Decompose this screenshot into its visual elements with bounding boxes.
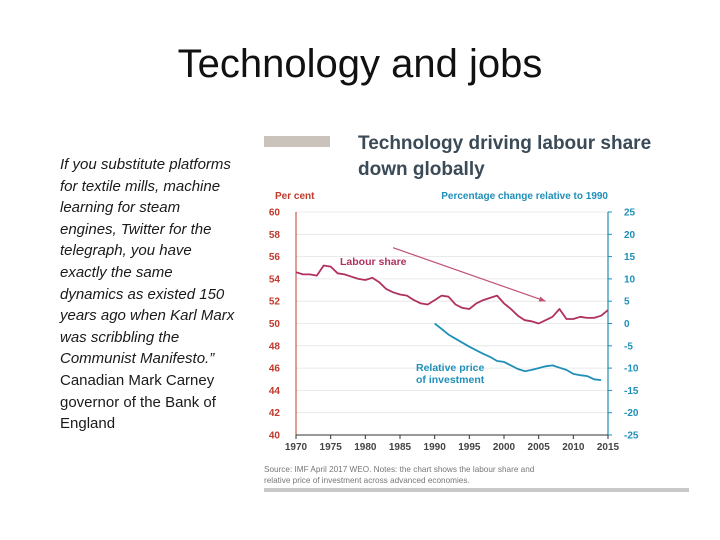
right-tick-label: 5 <box>624 297 630 308</box>
x-tick-label: 1980 <box>354 442 377 453</box>
left-tick-label: 42 <box>269 408 281 419</box>
title-bar <box>264 136 330 147</box>
chart-container: Technology driving labour share down glob… <box>258 125 698 505</box>
chart-source-line-1: Source: IMF April 2017 WEO. Notes: the c… <box>264 465 535 474</box>
right-tick-label: -10 <box>624 364 639 375</box>
labour-share-line <box>295 264 609 325</box>
left-tick-label: 44 <box>269 386 281 397</box>
chart-title-line-1: Technology driving labour share <box>358 133 651 154</box>
chart-title-line-2: down globally <box>358 159 485 180</box>
investment-annotation-line-1: Relative price <box>416 362 484 374</box>
left-tick-label: 46 <box>269 364 281 375</box>
investment-price-line <box>434 322 602 381</box>
x-tick-label: 2010 <box>562 442 585 453</box>
x-tick-label: 1975 <box>320 442 343 453</box>
x-tick-label: 1995 <box>458 442 481 453</box>
x-tick-label: 2000 <box>493 442 516 453</box>
labour-share-annotation: Labour share <box>340 256 407 268</box>
right-tick-label: -15 <box>624 386 639 397</box>
quote-italic: If you substitute platforms for textile … <box>60 156 235 368</box>
right-tick-label: -20 <box>624 408 639 419</box>
chart-source-line-2: relative price of investment across adva… <box>264 476 470 485</box>
investment-annotation-line-2: of investment <box>416 374 485 386</box>
left-tick-label: 40 <box>269 431 281 442</box>
right-tick-label: 20 <box>624 230 636 241</box>
right-tick-label: -5 <box>624 341 633 352</box>
x-tick-label: 1970 <box>285 442 308 453</box>
x-tick-label: 2015 <box>597 442 620 453</box>
left-tick-label: 52 <box>269 297 281 308</box>
left-tick-label: 48 <box>269 341 281 352</box>
x-tick-label: 1985 <box>389 442 412 453</box>
right-tick-label: 15 <box>624 252 636 263</box>
left-tick-label: 56 <box>269 252 281 263</box>
right-axis-label: Percentage change relative to 1990 <box>441 191 608 202</box>
slide-title: Technology and jobs <box>177 42 543 86</box>
trend-arrow-line <box>392 247 546 302</box>
left-tick-label: 50 <box>269 319 281 330</box>
x-tick-label: 1990 <box>424 442 447 453</box>
x-tick-label: 2005 <box>528 442 551 453</box>
quote-text: If you substitute platforms for textile … <box>60 154 240 435</box>
left-tick-label: 58 <box>269 230 281 241</box>
right-tick-label: 25 <box>624 208 636 219</box>
footer-rule <box>264 488 689 492</box>
left-tick-label: 60 <box>269 208 281 219</box>
trend-arrow-head <box>538 296 546 302</box>
right-tick-label: 10 <box>624 274 636 285</box>
left-tick-label: 54 <box>269 274 281 285</box>
right-tick-label: -25 <box>624 431 639 442</box>
left-axis-label: Per cent <box>275 191 315 202</box>
right-tick-label: 0 <box>624 319 630 330</box>
quote-attribution: Canadian Mark Carney governor of the Ban… <box>60 371 216 433</box>
labour-share-chart: Technology driving labour share down glob… <box>264 133 689 492</box>
